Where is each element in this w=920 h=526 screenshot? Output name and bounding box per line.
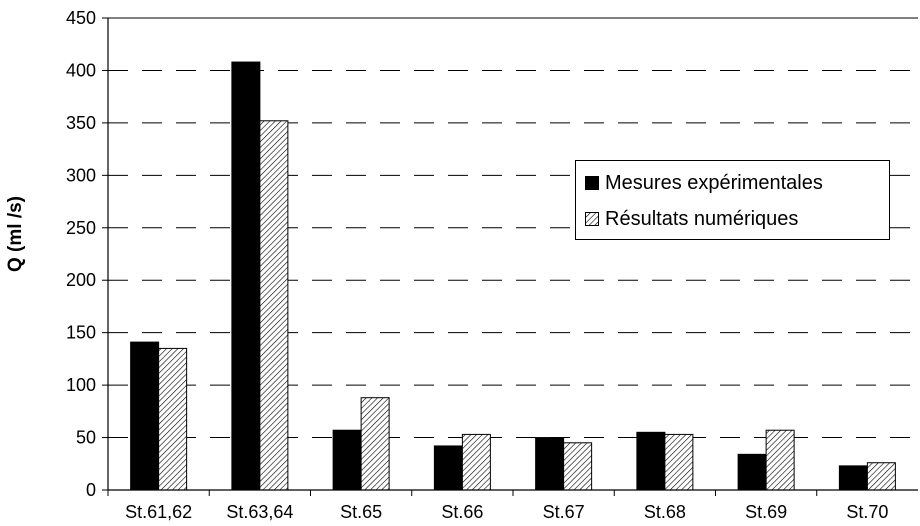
bar-experimental xyxy=(737,453,767,491)
axes xyxy=(102,17,918,496)
bar-numerical xyxy=(461,433,491,491)
gridlines xyxy=(108,17,918,439)
y-tick-label: 200 xyxy=(66,270,96,290)
x-tick-label: St.68 xyxy=(644,502,686,522)
legend-swatch-experimental xyxy=(585,176,599,190)
y-axis-label: Q (ml /s) xyxy=(5,195,26,272)
x-tick-label: St.67 xyxy=(543,502,585,522)
x-tick-label: St.69 xyxy=(745,502,787,522)
bar-numerical xyxy=(664,433,694,491)
bars xyxy=(130,61,896,491)
x-tick-label: St.63,64 xyxy=(226,502,293,522)
bar-numerical xyxy=(563,442,593,491)
y-tick-label: 250 xyxy=(66,218,96,238)
legend-item-numerical: Résultats numériques xyxy=(585,207,798,231)
y-tick-label: 150 xyxy=(66,323,96,343)
y-tick-label: 350 xyxy=(66,113,96,133)
bar-experimental xyxy=(433,445,463,491)
y-tick-labels: 0 50 100 150 200 250 300 350 400 450 xyxy=(66,8,96,500)
y-tick-label: 0 xyxy=(86,480,96,500)
legend-label-numerical: Résultats numériques xyxy=(605,207,799,230)
y-tick-label: 50 xyxy=(76,428,96,448)
bar-numerical xyxy=(360,397,390,491)
bar-numerical xyxy=(158,347,188,491)
bar-experimental xyxy=(130,341,160,491)
y-tick-label: 400 xyxy=(66,60,96,80)
legend-swatch-numerical xyxy=(585,212,599,226)
y-tick-label: 100 xyxy=(66,375,96,395)
x-tick-label: St.65 xyxy=(340,502,382,522)
bar-experimental xyxy=(535,437,565,491)
bar-numerical xyxy=(866,462,896,491)
bar-experimental xyxy=(231,61,261,491)
x-tick-labels: St.61,62 St.63,64 St.65 St.66 St.67 St.68 St.6… xyxy=(125,502,888,522)
legend-item-experimental: Mesures expérimentales xyxy=(585,171,823,195)
bar-numerical xyxy=(259,120,289,491)
legend: Mesures expérimentales Résultats numériq… xyxy=(575,160,890,240)
bar-numerical xyxy=(765,429,795,491)
bar-experimental xyxy=(636,431,666,491)
x-tick-label: St.66 xyxy=(441,502,483,522)
y-tick-label: 450 xyxy=(66,8,96,28)
legend-label-experimental: Mesures expérimentales xyxy=(605,171,823,194)
bar-experimental xyxy=(838,465,868,491)
x-tick-label: St.70 xyxy=(846,502,888,522)
bar-experimental xyxy=(332,429,362,491)
x-tick-label: St.61,62 xyxy=(125,502,192,522)
y-tick-label: 300 xyxy=(66,165,96,185)
